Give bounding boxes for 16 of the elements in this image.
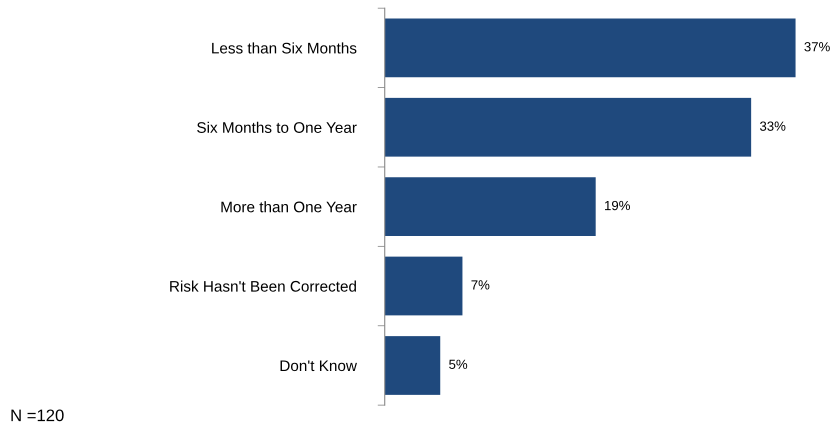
bar	[384, 98, 752, 157]
bar	[384, 336, 440, 395]
y-tick-label: Risk Hasn't Been Corrected	[170, 280, 356, 292]
bar	[384, 256, 462, 316]
data-label: 37%	[804, 42, 830, 52]
y-tick-label: More than One Year	[221, 201, 357, 212]
data-label: 7%	[471, 280, 490, 290]
text: N =120	[11, 409, 64, 422]
data-label: 5%	[449, 360, 468, 369]
y-tick-label: Don't Know	[280, 360, 357, 372]
data-label: 33%	[760, 121, 786, 131]
bar	[384, 18, 796, 78]
y-tick-label: Less than Six Months	[212, 42, 356, 54]
y-tick-label: Six Months to One Year	[197, 122, 357, 133]
bar	[384, 177, 596, 236]
data-label: 19%	[605, 200, 630, 210]
